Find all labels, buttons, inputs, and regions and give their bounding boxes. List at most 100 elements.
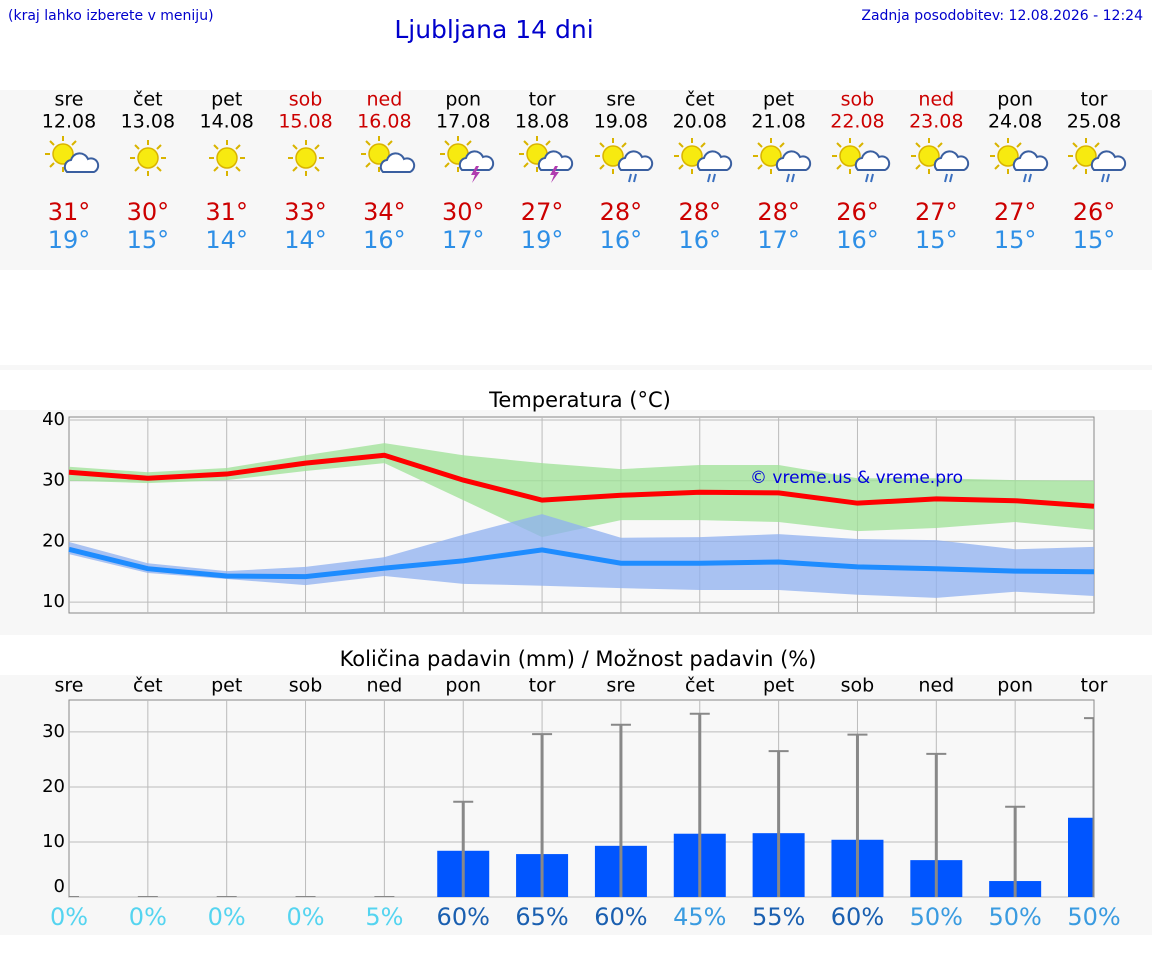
x-tick-label: tor [529,675,556,697]
bars [69,712,1094,897]
probability: 60% [437,903,490,931]
weekday: sob [841,89,875,111]
weekday: pon [997,89,1033,111]
y-tick-label: 40 [42,409,65,430]
x-tick-label: sre [55,675,84,697]
probability: 0% [208,903,246,931]
probability: 55% [752,903,805,931]
high-temp: 27° [521,198,564,226]
temp-line [68,546,1095,580]
probability: 5% [365,903,403,931]
probability: 65% [515,903,568,931]
low-temp: 16° [600,226,643,254]
note: (kraj lahko izberete v meniju) [8,8,214,24]
x-tick-label: pon [445,675,481,697]
chart-title: Temperatura (°C) [488,388,671,412]
low-temp: 15° [994,226,1037,254]
probability: 50% [1067,903,1120,931]
page-title: Ljubljana 14 dni [394,15,593,44]
low-temp: 17° [757,226,800,254]
x-tick-label: ned [366,675,402,697]
date: 25.08 [1067,111,1121,133]
date: 17.08 [436,111,490,133]
high-temp: 30° [442,198,485,226]
low-temp: 15° [127,226,170,254]
date: 23.08 [909,111,963,133]
low-temp: 17° [442,226,485,254]
weekday: tor [1081,89,1108,111]
date: 18.08 [515,111,569,133]
range-band [69,443,1094,538]
date: 15.08 [278,111,332,133]
weekday: pon [445,89,481,111]
probability: 0% [286,903,324,931]
separator [0,365,1152,370]
y-tick-label: 0 [54,876,65,897]
probability: 50% [988,903,1041,931]
date: 12.08 [42,111,96,133]
high-temp: 27° [994,198,1037,226]
weekday: ned [366,89,402,111]
weekday: čet [685,89,715,111]
date: 24.08 [988,111,1042,133]
low-temp: 14° [205,226,248,254]
high-temp: 27° [915,198,958,226]
chart-title: Količina padavin (mm) / Možnost padavin … [340,647,817,671]
x-tick-label: pet [763,675,794,697]
weekday: pet [211,89,242,111]
x-tick-label: čet [685,675,715,697]
probability: 0% [129,903,167,931]
high-temp: 28° [678,198,721,226]
high-temp: 26° [1073,198,1116,226]
date: 14.08 [199,111,253,133]
low-temp: 16° [678,226,721,254]
low-temp: 16° [363,226,406,254]
x-tick-label: sob [289,675,323,697]
high-temp: 33° [284,198,327,226]
high-temp: 31° [48,198,91,226]
x-tick-label: pet [211,675,242,697]
probability: 60% [831,903,884,931]
low-temp: 15° [915,226,958,254]
annotation: © vreme.us & vreme.pro [750,468,963,488]
weekday: pet [763,89,794,111]
weekday: sre [606,89,635,111]
temp-line [68,452,1095,509]
x-tick-label: ned [918,675,954,697]
high-temp: 31° [205,198,248,226]
y-tick-label: 30 [42,721,65,742]
date: 21.08 [751,111,805,133]
y-tick-label: 10 [42,591,65,612]
date: 19.08 [594,111,648,133]
weekday: tor [529,89,556,111]
y-tick-label: 30 [42,470,65,491]
high-temp: 30° [127,198,170,226]
weekday: ned [918,89,954,111]
date: 22.08 [830,111,884,133]
y-tick-label: 20 [42,530,65,551]
high-temp: 28° [757,198,800,226]
date: 13.08 [121,111,175,133]
x-tick-label: čet [133,675,163,697]
forecast-band [0,90,1152,270]
high-temp: 28° [600,198,643,226]
weekday: čet [133,89,163,111]
low-temp: 15° [1073,226,1116,254]
updated: Zadnja posodobitev: 12.08.2026 - 12:24 [861,8,1143,24]
probability: 45% [673,903,726,931]
low-temp: 14° [284,226,327,254]
date: 20.08 [673,111,727,133]
x-tick-label: sob [841,675,875,697]
bar [1068,817,1094,897]
low-temp: 16° [836,226,879,254]
date: 16.08 [357,111,411,133]
low-temp: 19° [48,226,91,254]
high-temp: 26° [836,198,879,226]
probability: 0% [50,903,88,931]
weekday: sre [55,89,84,111]
y-tick-label: 20 [42,776,65,797]
x-tick-label: tor [1081,675,1108,697]
probability: 50% [910,903,963,931]
high-temp: 34° [363,198,406,226]
